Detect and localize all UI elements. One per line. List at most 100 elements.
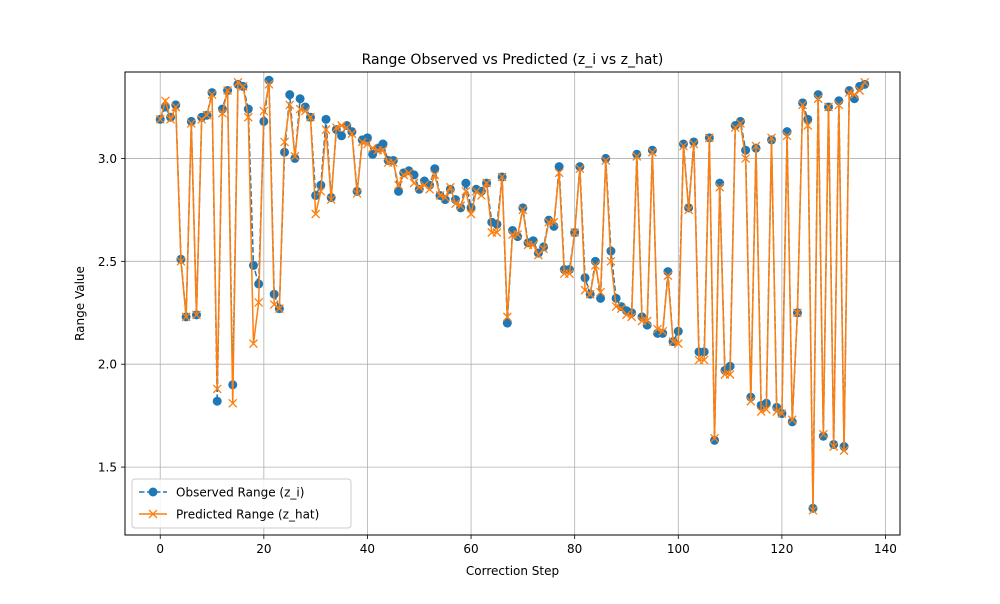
observed-point	[596, 293, 606, 303]
predicted-point	[347, 129, 357, 139]
predicted-point	[715, 182, 725, 192]
legend-observed-marker	[148, 487, 158, 497]
observed-point	[590, 256, 600, 266]
x-tick-label: 60	[463, 542, 478, 556]
predicted-point	[761, 405, 771, 414]
predicted-point	[533, 250, 543, 260]
predicted-point	[212, 384, 222, 394]
predicted-point	[849, 90, 859, 100]
observed-point	[212, 396, 222, 406]
observed-point	[171, 100, 181, 110]
predicted-point	[342, 123, 352, 133]
predicted-point	[362, 139, 372, 149]
predicted-point	[306, 112, 315, 122]
observed-point	[285, 90, 295, 100]
observed-point	[689, 137, 699, 147]
predicted-point	[658, 326, 668, 336]
observed-point	[678, 139, 688, 149]
legend-predicted-marker	[148, 509, 158, 519]
predicted-point	[502, 312, 512, 322]
predicted-point	[249, 339, 258, 349]
y-tick-label: 2.0	[98, 358, 117, 372]
predicted-point	[829, 442, 839, 451]
predicted-point	[300, 106, 310, 116]
predicted-point	[725, 370, 735, 379]
predicted-point	[160, 96, 170, 106]
y-tick-label: 2.5	[98, 255, 117, 269]
predicted-point	[855, 86, 865, 95]
observed-point	[362, 133, 372, 143]
predicted-point	[813, 94, 823, 104]
legend-predicted-label: Predicted Range (z_hat)	[176, 508, 319, 522]
observed-point	[492, 219, 502, 229]
predicted-point	[409, 178, 419, 188]
predicted-point	[782, 131, 792, 141]
observed-point	[818, 431, 828, 441]
predicted-point	[269, 300, 279, 309]
observed-point	[632, 149, 642, 159]
predicted-point	[632, 151, 642, 161]
predicted-point	[337, 121, 347, 130]
ticks-layer: 0 20 40 60 80 100 120 140 1.5 2.0 2.5 3.0	[98, 152, 897, 556]
observed-point	[186, 116, 196, 126]
predicted-point	[684, 205, 694, 215]
predicted-point	[326, 195, 336, 205]
predicted-point	[451, 199, 460, 209]
predicted-point	[476, 191, 486, 200]
predicted-point	[798, 100, 808, 110]
predicted-point	[834, 100, 844, 110]
predicted-point	[585, 289, 595, 299]
observed-point	[849, 94, 859, 104]
predicted-point	[456, 201, 466, 211]
predicted-point	[357, 137, 367, 147]
predicted-point	[596, 287, 606, 297]
predicted-point	[808, 505, 818, 515]
observed-point	[528, 236, 538, 246]
observed-point	[735, 116, 745, 126]
observed-point	[394, 186, 404, 196]
predicted-point	[368, 143, 378, 153]
predicted-point	[673, 339, 683, 349]
y-axis-label: Range Value	[73, 266, 87, 341]
predicted-point	[285, 100, 295, 110]
predicted-point	[606, 256, 616, 266]
observed-point	[347, 127, 357, 137]
predicted-point	[155, 114, 165, 124]
observed-point	[321, 114, 331, 124]
x-tick-label: 100	[667, 542, 690, 556]
predicted-series	[155, 77, 870, 515]
x-tick-label: 40	[360, 542, 375, 556]
x-tick-label: 20	[256, 542, 271, 556]
x-axis-label: Correction Step	[466, 564, 559, 578]
predicted-point	[207, 90, 217, 100]
observed-point	[264, 75, 274, 85]
predicted-point	[699, 355, 709, 365]
predicted-point	[466, 209, 476, 219]
observed-point	[311, 190, 321, 200]
observed-point	[243, 104, 253, 114]
predicted-point	[181, 312, 191, 322]
observed-point	[549, 221, 559, 231]
predicted-point	[378, 145, 388, 155]
observed-point	[207, 88, 217, 98]
predicted-point	[611, 302, 621, 312]
predicted-point	[860, 77, 870, 87]
predicted-point	[777, 409, 787, 419]
predicted-point	[844, 88, 854, 98]
observed-point	[813, 90, 823, 100]
y-tick-label: 3.0	[98, 152, 117, 166]
predicted-point	[238, 81, 248, 91]
observed-point	[782, 127, 792, 137]
observed-point	[461, 178, 471, 188]
predicted-point	[668, 337, 678, 347]
predicted-point	[435, 191, 445, 200]
predicted-point	[772, 407, 782, 416]
observed-point	[663, 267, 673, 277]
predicted-point	[554, 168, 564, 178]
predicted-point	[601, 156, 611, 165]
predicted-point	[233, 77, 243, 87]
observed-point	[518, 203, 528, 213]
predicted-point	[264, 79, 274, 89]
